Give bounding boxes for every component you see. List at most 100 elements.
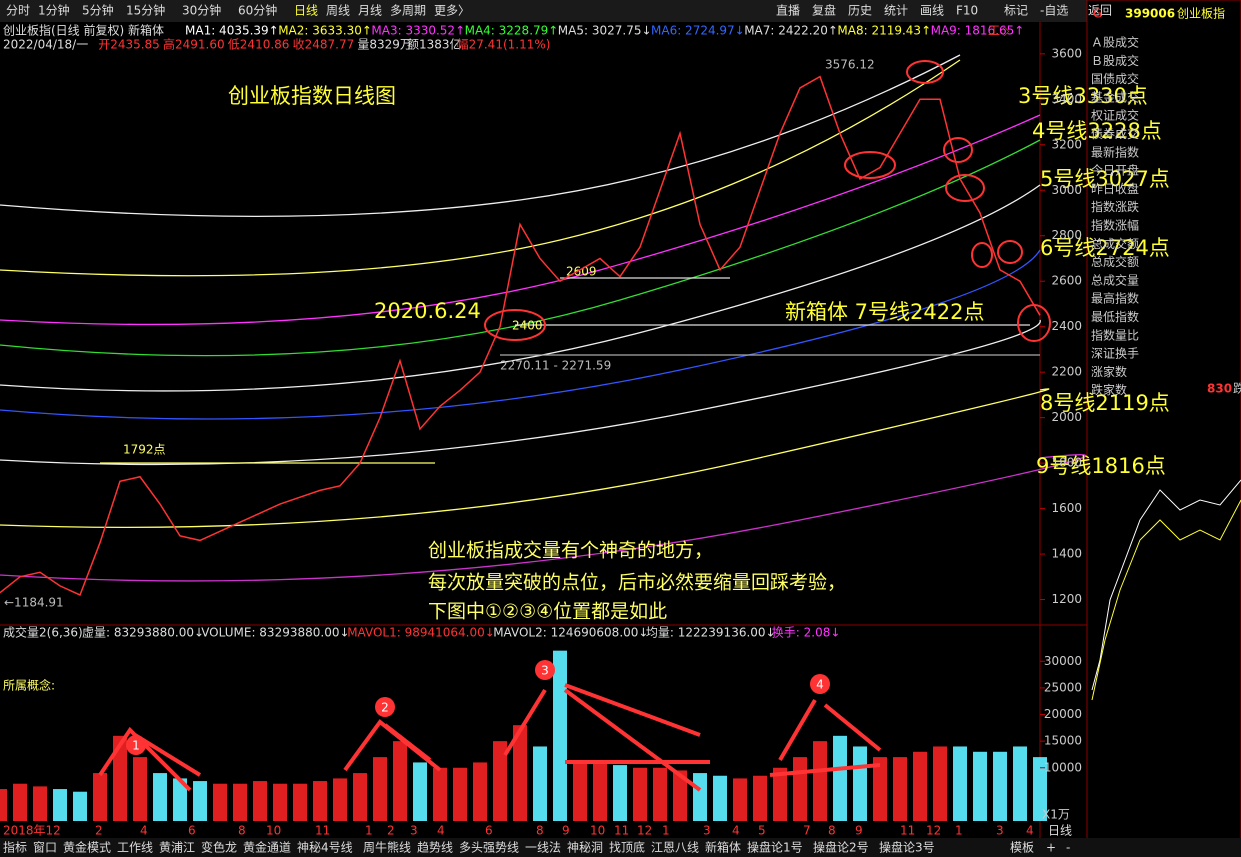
tab[interactable]: 黄金通道 (243, 840, 291, 855)
x-tick-label: 8 (828, 824, 836, 838)
toolbar-item[interactable]: 多周期 (390, 4, 426, 18)
volume-bar (773, 767, 787, 821)
toolbar-item[interactable]: 60分钟 (238, 3, 277, 18)
volume-bar (133, 757, 147, 821)
toolbar-item[interactable]: 周线 (326, 4, 350, 18)
tab[interactable]: 窗口 (33, 841, 57, 855)
toolbar-item[interactable]: 返回 (1088, 4, 1112, 18)
volume-bar (0, 789, 7, 821)
volume-header: VOLUME: 83293880.00↓ (201, 626, 349, 640)
toolbar-item[interactable]: 历史 (848, 4, 872, 18)
tab[interactable]: 操盘论2号 (813, 840, 869, 855)
side-num: 830 (1207, 382, 1232, 396)
tab[interactable]: + (1046, 841, 1056, 855)
toolbar-item[interactable]: 30分钟 (182, 3, 221, 18)
info: 收2487.77 (293, 38, 355, 52)
side-item: Ａ股成交 (1091, 35, 1139, 50)
y-tick-label: 3400 (1051, 92, 1082, 106)
tab[interactable]: 周牛熊线 (363, 840, 411, 855)
volume-bar (993, 751, 1007, 821)
toolbar-item[interactable]: 复盘 (812, 3, 836, 18)
volume-bar (733, 778, 747, 821)
circle (484, 309, 546, 341)
period[interactable]: 日线 (1048, 824, 1072, 838)
volume-bar (533, 746, 547, 821)
x-tick-label: 4 (732, 824, 740, 838)
tab[interactable]: 神秘洞 (567, 841, 603, 855)
x-tick-label: 4 (437, 824, 445, 838)
toolbar-item[interactable]: 15分钟 (126, 3, 165, 18)
x-tick-label: 5 (758, 824, 766, 838)
volume-header: 虚量: 83293880.00↓ (82, 626, 204, 640)
volume-bar (13, 783, 27, 821)
tab[interactable]: 工作线 (117, 841, 153, 855)
toolbar-item[interactable]: 5分钟 (82, 3, 114, 18)
volume-bar (833, 735, 847, 821)
tab[interactable]: 操盘论1号 (747, 840, 803, 855)
tab[interactable]: 趋势线 (417, 841, 453, 855)
arrow (98, 683, 882, 792)
tab[interactable]: 江恩八线 (651, 841, 699, 855)
volume-bar (893, 757, 907, 821)
circle (1017, 304, 1051, 342)
y-tick-label: 10000 (1044, 760, 1082, 774)
side-item: 指数量比 (1091, 327, 1139, 342)
num-labels: 1 2 3 4 (132, 664, 824, 753)
toolbar-item[interactable]: 更多〉 (434, 4, 470, 18)
tab[interactable]: 多头强势线 (459, 841, 519, 855)
side-item: 最新指数 (1091, 144, 1139, 159)
toolbar-item[interactable]: 统计 (884, 4, 908, 18)
num-circle (126, 735, 146, 755)
tab[interactable]: 变色龙 (201, 840, 237, 855)
tab[interactable]: 一线法 (525, 841, 561, 855)
volume-bar (73, 791, 87, 821)
y-tick-label: 2000 (1051, 410, 1082, 424)
info: 新箱体 (128, 23, 164, 38)
volume-header: MAVOL2: 124690608.00↓ (493, 626, 648, 640)
volume-bar (873, 757, 887, 821)
toolbar-item[interactable]: -自选 (1040, 4, 1068, 18)
toolbar-item[interactable]: 标记 (1004, 4, 1028, 18)
toolbar-item[interactable]: 月线 (358, 4, 382, 18)
volume-bar (193, 781, 207, 821)
circle (844, 151, 896, 179)
band (0, 54, 961, 217)
side-item: 涨家数 (1091, 364, 1127, 379)
side-item: 基金成交 (1091, 89, 1139, 104)
tab[interactable]: 神秘4号线 (297, 841, 353, 855)
num-circle (375, 697, 395, 717)
x-tick-label: 3 (410, 824, 418, 838)
tab[interactable]: 操盘论3号 (879, 840, 935, 855)
tab[interactable]: 找顶底 (609, 840, 645, 855)
toolbar-item[interactable]: 1分钟 (38, 3, 70, 18)
toolbar-item[interactable]: 画线 (920, 4, 944, 18)
num-circles (126, 660, 830, 755)
mini-chart (1091, 499, 1241, 701)
annotation: 2020.6.24 (374, 299, 481, 323)
tab[interactable]: 黄金模式 (63, 840, 111, 855)
toolbar-item[interactable]: 分时 (6, 4, 30, 18)
toolbar-item[interactable]: F10 (956, 4, 978, 18)
volume-bar (713, 775, 727, 821)
y-tick-label: 2400 (1051, 319, 1082, 333)
side-name: 创业板指 (1177, 6, 1225, 21)
band (0, 249, 1041, 420)
tab[interactable]: 新箱体 (705, 840, 741, 855)
volume-header: 换手: 2.08↓ (772, 626, 841, 640)
volume-bar (113, 735, 127, 821)
toolbar-item[interactable]: 直播 (776, 4, 800, 18)
tab[interactable]: 模板 (1010, 841, 1034, 855)
toolbar-item[interactable]: 日线 (294, 4, 318, 18)
tab[interactable]: 黄浦江 (159, 841, 195, 855)
annotation: 创业板指数日线图 (228, 84, 396, 108)
tab[interactable]: - (1066, 841, 1070, 855)
volume-bar (673, 770, 687, 821)
x-tick-label: 11 (900, 824, 915, 838)
side-item: 总成交额 (1091, 236, 1139, 251)
volume-header: 成交量2(6,36) (3, 625, 83, 640)
x-tick-label: 6 (188, 824, 196, 838)
volume-bar (1033, 757, 1047, 821)
tab[interactable]: 指标 (3, 840, 27, 855)
ma-label: MA5: 3027.75↓ (558, 24, 652, 38)
